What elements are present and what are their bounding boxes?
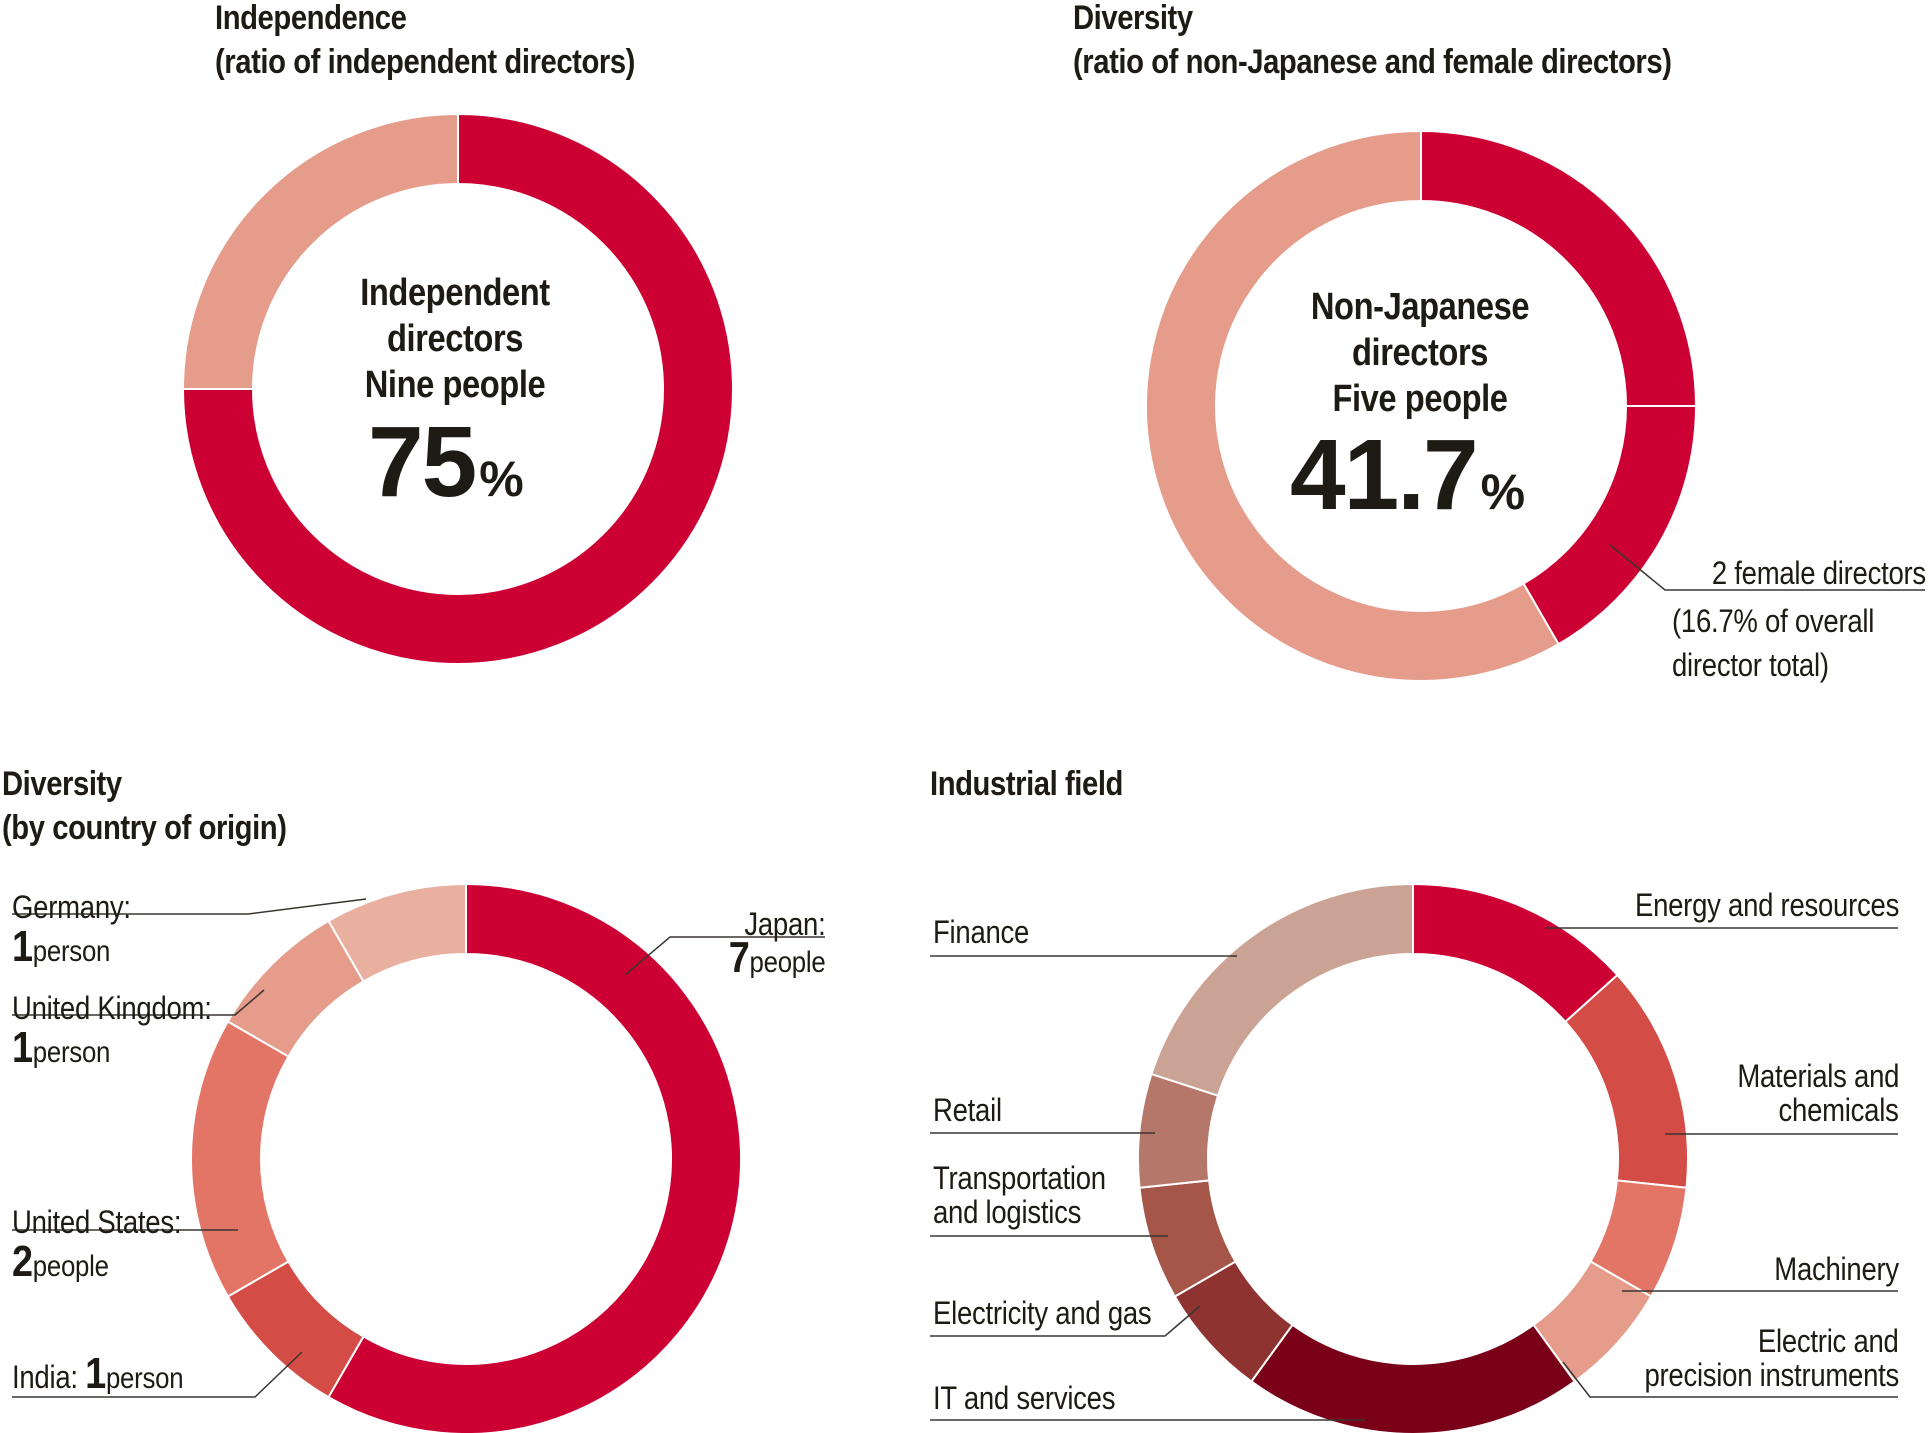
industry-label-it: IT and services [933, 1380, 1116, 1416]
slice-japan [327, 882, 742, 1433]
country-title-line1: Diversity [2, 765, 122, 803]
industry-donut [1137, 882, 1689, 1433]
slice-other-directors [181, 112, 459, 390]
diversity-gender-center-label: Non-Japanese directors Five people [1278, 284, 1562, 422]
independence-center-line1: Independent [360, 272, 550, 314]
country-germany-count-line: 1person [12, 925, 131, 969]
country-label-india: India: 1person [12, 1352, 184, 1396]
country-title: Diversity (by country of origin) [2, 762, 287, 850]
diversity-gender-title-line2: (ratio of non-Japanese and female direct… [1073, 43, 1672, 81]
leader-india [12, 1351, 303, 1398]
country-us-count-line: 2people [12, 1240, 181, 1284]
country-donut [190, 882, 742, 1433]
independence-center-label: Independent directors Nine people [335, 270, 576, 408]
diversity-gender-title-line1: Diversity [1073, 0, 1193, 37]
leader-electricity [930, 1305, 1201, 1337]
country-india-count: 1 [85, 1349, 106, 1398]
country-india-name: India: [12, 1359, 86, 1395]
country-us-unit: people [32, 1250, 109, 1283]
country-us-name: United States: [12, 1204, 182, 1240]
country-japan-name: Japan: [743, 906, 825, 942]
diversity-gender-center-line1: Non-Japanese [1310, 286, 1530, 328]
slice-other-directors [1145, 129, 1560, 682]
independence-percent-value: 75 [368, 406, 477, 518]
diversity-gender-center-line3: Five people [1332, 378, 1508, 420]
slice-finance [1150, 882, 1414, 1097]
industry-title-text: Industrial field [930, 765, 1123, 803]
country-label-uk: United Kingdom: 1person [12, 991, 212, 1070]
independence-title: Independence (ratio of independent direc… [215, 0, 635, 84]
country-label-japan: Japan: 7people [728, 907, 825, 980]
slice-germany [327, 882, 467, 983]
leader-uk [12, 989, 265, 1016]
female-directors-share-line1: (16.7% of overall [1672, 603, 1875, 639]
country-uk-name: United Kingdom: [12, 990, 212, 1026]
country-germany-name: Germany: [12, 889, 131, 925]
leader-germany [12, 898, 367, 915]
slice-non-japanese-directors-male- [1420, 129, 1698, 407]
country-japan-unit: people [749, 946, 825, 979]
industry-label-electric-1: Electric and [1758, 1323, 1899, 1359]
leader-lines [12, 544, 1925, 1421]
independence-center-line2: directors [387, 318, 523, 360]
industry-title: Industrial field [930, 762, 1123, 806]
leader-japan [624, 936, 825, 976]
independence-title-line1: Independence [215, 0, 407, 37]
female-directors-share-line2: director total) [1672, 647, 1829, 683]
slice-it-and-services [1249, 1323, 1577, 1433]
country-japan-count: 7 [728, 933, 750, 982]
independence-title-line2: (ratio of independent directors) [215, 43, 635, 81]
industry-label-materials-1: Materials and [1737, 1058, 1899, 1094]
industry-label-finance: Finance [933, 914, 1030, 950]
industry-label-transport-2: and logistics [933, 1194, 1082, 1230]
country-uk-count-line: 1person [12, 1026, 212, 1070]
industry-label-materials-2: chemicals [1778, 1092, 1899, 1128]
country-germany-unit: person [32, 935, 111, 968]
leader-electric [1562, 1361, 1898, 1398]
industry-label-energy: Energy and resources [1634, 887, 1899, 923]
independence-percent-sign: % [479, 451, 523, 507]
country-title-line2: (by country of origin) [2, 809, 287, 847]
country-india-unit: person [105, 1362, 184, 1395]
industry-label-electric-2: precision instruments [1644, 1357, 1899, 1393]
diversity-gender-percent-value: 41.7 [1290, 419, 1479, 531]
industry-label-machinery: Machinery [1774, 1251, 1899, 1287]
leader-female [1609, 544, 1925, 591]
country-us-count: 2 [12, 1237, 33, 1286]
country-uk-unit: person [32, 1036, 111, 1069]
slice-independent-directors [181, 112, 734, 665]
independence-donut [181, 112, 734, 665]
slice-energy-and-resources [1412, 882, 1619, 1024]
diversity-gender-donut [1145, 129, 1698, 682]
diversity-gender-title: Diversity (ratio of non-Japanese and fem… [1073, 0, 1672, 84]
industry-label-electricity: Electricity and gas [933, 1295, 1152, 1331]
country-uk-count: 1 [12, 1023, 33, 1072]
country-label-us: United States: 2people [12, 1204, 182, 1284]
industry-label-retail: Retail [933, 1092, 1002, 1128]
slice-materials-and-chemicals [1563, 973, 1689, 1189]
independence-center-line3: Nine people [364, 364, 546, 406]
diversity-gender-percent-sign: % [1480, 464, 1525, 520]
slice-female-directors [1522, 405, 1698, 646]
country-germany-count: 1 [12, 922, 33, 971]
diversity-gender-center-line2: directors [1352, 332, 1488, 374]
country-japan-count-line: 7people [728, 936, 825, 980]
diversity-gender-percent: 41.7% [1290, 418, 1525, 533]
independence-percent: 75% [368, 405, 524, 520]
industry-label-transport-1: Transportation [933, 1160, 1106, 1196]
country-label-germany: Germany: 1person [12, 890, 131, 969]
female-directors-label: 2 female directors [1711, 555, 1926, 591]
